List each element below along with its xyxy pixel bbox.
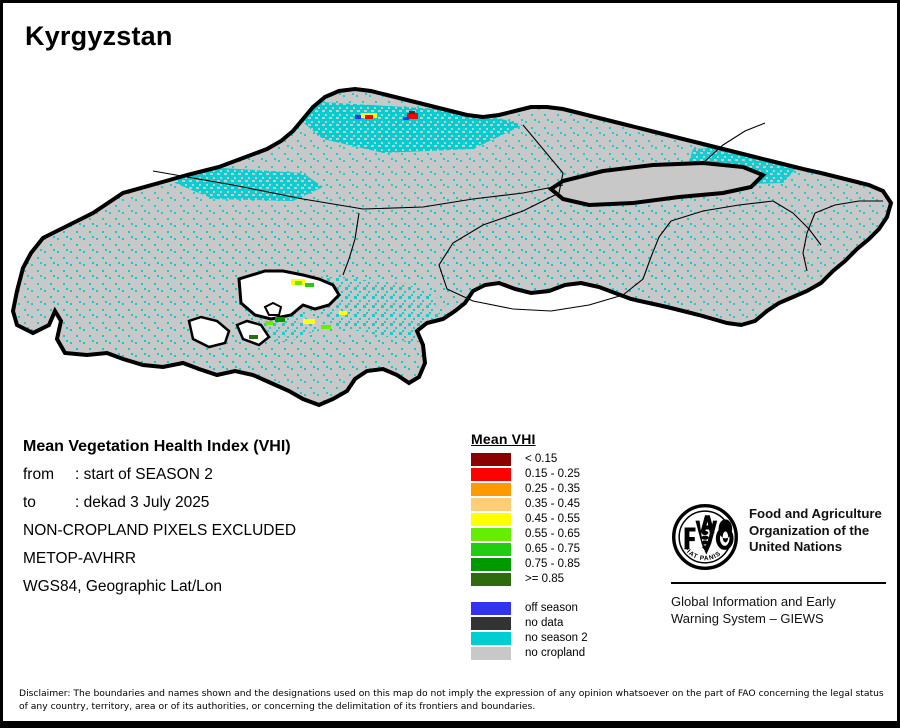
- legend-class-label: 0.55 - 0.65: [525, 528, 580, 540]
- page-title: Kyrgyzstan: [25, 21, 173, 51]
- legend-special-swatch: [471, 632, 511, 645]
- map-info-block: Mean Vegetation Health Index (VHI) from:…: [23, 433, 443, 601]
- fao-org-line2: Organization of the: [749, 522, 870, 538]
- legend-class-label: 0.45 - 0.55: [525, 513, 580, 525]
- legend-class-label: 0.25 - 0.35: [525, 483, 580, 495]
- legend-special-swatch: [471, 647, 511, 660]
- legend-special-label: off season: [525, 602, 578, 614]
- giews-line2: Warning System – GIEWS: [671, 611, 824, 626]
- legend-class-row[interactable]: 0.25 - 0.35: [471, 482, 588, 497]
- legend-spacer: [471, 587, 588, 601]
- legend-class-swatch: [471, 558, 511, 571]
- fao-org-line3: United Nations: [749, 539, 843, 554]
- info-exclusion: NON-CROPLAND PIXELS EXCLUDED: [23, 522, 297, 539]
- legend-class-list: < 0.15 0.15 - 0.25 0.25 - 0.35 0.35 - 0.45 0…: [471, 452, 588, 587]
- legend-class-row[interactable]: 0.35 - 0.45: [471, 497, 588, 512]
- info-from-row: from : start of SEASON 2: [23, 461, 443, 489]
- giews-system-name: Global Information and Early Warning Sys…: [671, 593, 886, 627]
- legend-special-row[interactable]: no season 2: [471, 631, 588, 646]
- issyk-kul-lake: [547, 160, 767, 208]
- legend: Mean VHI < 0.15 0.15 - 0.25 0.25 - 0.35 0.3…: [471, 431, 588, 661]
- legend-class-row[interactable]: 0.15 - 0.25: [471, 467, 588, 482]
- legend-class-label: < 0.15: [525, 453, 558, 465]
- legend-special-swatch: [471, 602, 511, 615]
- legend-class-row[interactable]: 0.45 - 0.55: [471, 512, 588, 527]
- legend-class-label: 0.65 - 0.75: [525, 543, 580, 555]
- disclaimer-text: Disclaimer: The boundaries and names sho…: [19, 688, 884, 712]
- legend-class-label: 0.15 - 0.25: [525, 468, 580, 480]
- legend-class-label: >= 0.85: [525, 573, 565, 585]
- legend-class-row[interactable]: >= 0.85: [471, 572, 588, 587]
- legend-class-swatch: [471, 498, 511, 511]
- legend-class-swatch: [471, 528, 511, 541]
- vhi-pixel-layer: [13, 89, 891, 405]
- legend-special-row[interactable]: no cropland: [471, 646, 588, 661]
- legend-class-swatch: [471, 483, 511, 496]
- legend-class-row[interactable]: 0.55 - 0.65: [471, 527, 588, 542]
- legend-class-label: 0.75 - 0.85: [525, 558, 580, 570]
- legend-class-swatch: [471, 453, 511, 466]
- legend-special-row[interactable]: no data: [471, 616, 588, 631]
- country-map-svg: [10, 86, 894, 408]
- fao-header-row: FIAT PANIS Food and Agriculture Organiza…: [671, 503, 886, 571]
- legend-special-label: no data: [525, 617, 564, 629]
- legend-special-row[interactable]: off season: [471, 601, 588, 616]
- legend-class-row[interactable]: 0.65 - 0.75: [471, 542, 588, 557]
- legend-class-swatch: [471, 573, 511, 586]
- map-canvas[interactable]: [3, 53, 897, 423]
- country-outline: [10, 86, 894, 408]
- legend-special-swatch: [471, 617, 511, 630]
- bottom-rule: [3, 721, 897, 725]
- legend-class-swatch: [471, 513, 511, 526]
- info-sensor: METOP-AVHRR: [23, 550, 137, 567]
- legend-class-swatch: [471, 468, 511, 481]
- legend-special-label: no season 2: [525, 632, 588, 644]
- vhi-colour-clusters: [249, 111, 418, 339]
- fao-divider: [671, 582, 886, 584]
- admin-boundaries: [152, 122, 883, 312]
- info-to-value: : dekad 3 July 2025: [75, 494, 210, 511]
- info-from-key: from: [23, 466, 54, 483]
- info-to-key: to: [23, 494, 36, 511]
- giews-line1: Global Information and Early: [671, 594, 836, 609]
- legend-title: Mean VHI: [471, 431, 536, 447]
- fao-branding: FIAT PANIS Food and Agriculture Organiza…: [671, 503, 886, 627]
- info-from-value: : start of SEASON 2: [75, 466, 213, 483]
- legend-class-row[interactable]: < 0.15: [471, 452, 588, 467]
- legend-class-label: 0.35 - 0.45: [525, 498, 580, 510]
- fao-logo-icon: FIAT PANIS: [671, 503, 739, 571]
- info-projection: WGS84, Geographic Lat/Lon: [23, 578, 223, 595]
- legend-class-row[interactable]: 0.75 - 0.85: [471, 557, 588, 572]
- legend-special-list: off season no data no season 2 no cropland: [471, 601, 588, 661]
- fao-organization-name: Food and Agriculture Organization of the…: [749, 503, 882, 556]
- legend-special-label: no cropland: [525, 647, 586, 659]
- info-to-row: to : dekad 3 July 2025: [23, 489, 443, 517]
- fao-org-line1: Food and Agriculture: [749, 506, 882, 521]
- info-heading: Mean Vegetation Health Index (VHI): [23, 438, 291, 455]
- legend-class-swatch: [471, 543, 511, 556]
